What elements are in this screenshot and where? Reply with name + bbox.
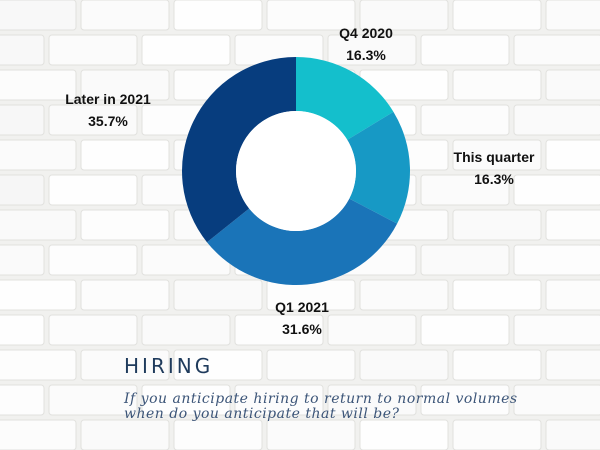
brick bbox=[327, 34, 417, 66]
donut-slice-q4-2020 bbox=[296, 57, 394, 140]
page-title: HIRING bbox=[124, 354, 214, 378]
value-label: 35.7% bbox=[88, 113, 128, 129]
brick bbox=[141, 314, 231, 346]
brick bbox=[545, 419, 600, 450]
brick bbox=[266, 0, 356, 31]
brick bbox=[80, 0, 170, 31]
brick bbox=[48, 244, 138, 276]
brick bbox=[48, 314, 138, 346]
brick bbox=[0, 314, 45, 346]
category-label: Later in 2021 bbox=[65, 91, 151, 107]
donut-slice-this-quarter bbox=[347, 111, 410, 224]
brick bbox=[513, 174, 600, 206]
brick bbox=[513, 34, 600, 66]
slice-label-later-in-2021: Later in 2021 35.7% bbox=[48, 88, 168, 132]
donut-slice-later-in-2021 bbox=[182, 57, 296, 243]
brick bbox=[0, 0, 77, 31]
brick bbox=[80, 349, 170, 381]
subtitle-line: If you anticipate hiring to return to no… bbox=[124, 391, 518, 407]
subtitle-line: when do you anticipate that will be? bbox=[124, 406, 400, 422]
brick bbox=[327, 314, 417, 346]
brick bbox=[234, 314, 324, 346]
donut-slice-q1-2021 bbox=[206, 198, 398, 286]
category-label: Q4 2020 bbox=[339, 25, 393, 41]
brick bbox=[420, 174, 510, 206]
brick bbox=[452, 139, 542, 171]
brick bbox=[80, 139, 170, 171]
brick bbox=[452, 209, 542, 241]
brick bbox=[545, 139, 600, 171]
brick bbox=[0, 69, 77, 101]
brick bbox=[0, 279, 77, 311]
brick bbox=[0, 139, 77, 171]
brick bbox=[234, 384, 324, 416]
category-label: This quarter bbox=[453, 149, 535, 165]
brick bbox=[452, 419, 542, 450]
brick bbox=[0, 384, 45, 416]
brick bbox=[452, 69, 542, 101]
slice-label-q4-2020: Q4 2020 16.3% bbox=[326, 22, 406, 66]
brick bbox=[513, 314, 600, 346]
brick bbox=[48, 384, 138, 416]
brick bbox=[141, 34, 231, 66]
brick bbox=[266, 349, 356, 381]
brick bbox=[173, 419, 263, 450]
brick bbox=[48, 174, 138, 206]
brick bbox=[420, 314, 510, 346]
brick bbox=[452, 0, 542, 31]
brick bbox=[173, 279, 263, 311]
subtitle: If you anticipate hiring to return to no… bbox=[124, 392, 584, 422]
brick bbox=[545, 349, 600, 381]
category-label: Q1 2021 bbox=[275, 299, 329, 315]
brick bbox=[359, 419, 449, 450]
brick bbox=[173, 0, 263, 31]
brick bbox=[545, 279, 600, 311]
brick bbox=[0, 419, 77, 450]
brick bbox=[513, 244, 600, 276]
brick bbox=[359, 279, 449, 311]
brick bbox=[513, 384, 600, 416]
brick bbox=[513, 104, 600, 136]
brick bbox=[0, 34, 45, 66]
brick bbox=[420, 104, 510, 136]
brick bbox=[48, 34, 138, 66]
brick bbox=[420, 384, 510, 416]
brick bbox=[0, 104, 45, 136]
brick bbox=[0, 349, 77, 381]
brick bbox=[48, 104, 138, 136]
value-label: 16.3% bbox=[346, 47, 386, 63]
brick bbox=[545, 0, 600, 31]
brick bbox=[80, 279, 170, 311]
brick bbox=[359, 0, 449, 31]
brick bbox=[266, 419, 356, 450]
value-label: 16.3% bbox=[474, 171, 514, 187]
brick bbox=[327, 384, 417, 416]
brick bbox=[359, 349, 449, 381]
slice-label-this-quarter: This quarter 16.3% bbox=[434, 146, 554, 190]
donut-hole bbox=[236, 111, 356, 231]
brick bbox=[173, 349, 263, 381]
brick bbox=[545, 209, 600, 241]
brick bbox=[545, 69, 600, 101]
brick bbox=[80, 69, 170, 101]
brick bbox=[0, 209, 77, 241]
brick bbox=[141, 384, 231, 416]
brick bbox=[452, 349, 542, 381]
value-label: 31.6% bbox=[282, 321, 322, 337]
brick bbox=[0, 244, 45, 276]
brick bbox=[420, 34, 510, 66]
brick bbox=[420, 244, 510, 276]
slice-label-q1-2021: Q1 2021 31.6% bbox=[262, 296, 342, 340]
brick bbox=[452, 279, 542, 311]
brick bbox=[80, 419, 170, 450]
brick bbox=[80, 209, 170, 241]
brick bbox=[0, 174, 45, 206]
